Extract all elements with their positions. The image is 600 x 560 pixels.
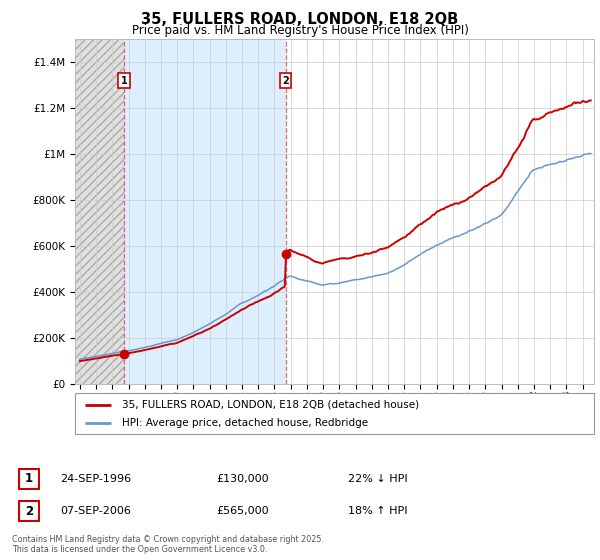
HPI: Average price, detached house, Redbridge: (2.03e+03, 1e+06): Average price, detached house, Redbridge… [586,150,593,157]
35, FULLERS ROAD, LONDON, E18 2QB (detached house) [587,97,595,104]
Line: HPI: Average price, detached house, Redbridge: HPI: Average price, detached house, Redb… [80,153,591,359]
Text: HPI: Average price, detached house, Redbridge: HPI: Average price, detached house, Redb… [122,418,368,428]
35, FULLERS ROAD, LONDON, E18 2QB (detached house) [380,245,387,252]
HPI: Average price, detached house, Redbridge: (2.03e+03, 1e+06): Average price, detached house, Redbridge… [587,150,595,157]
Text: Price paid vs. HM Land Registry's House Price Index (HPI): Price paid vs. HM Land Registry's House … [131,24,469,37]
35, FULLERS ROAD, LONDON, E18 2QB (detached house) [467,193,475,200]
Text: 07-SEP-2006: 07-SEP-2006 [60,506,131,516]
Line: 35, FULLERS ROAD, LONDON, E18 2QB (detached house): 35, FULLERS ROAD, LONDON, E18 2QB (detac… [80,100,591,361]
Text: £565,000: £565,000 [216,506,269,516]
Text: 2: 2 [282,76,289,86]
35, FULLERS ROAD, LONDON, E18 2QB (detached house) [304,254,311,260]
Bar [75,39,124,384]
HPI: Average price, detached house, Redbridge: (2e+03, 1.85e+05): Average price, detached house, Redbridge… [168,338,175,344]
HPI: Average price, detached house, Redbridge: (2.01e+03, 4.56e+05): Average price, detached house, Redbridge… [358,276,365,282]
Text: 18% ↑ HPI: 18% ↑ HPI [348,506,407,516]
Text: Contains HM Land Registry data © Crown copyright and database right 2025.
This d: Contains HM Land Registry data © Crown c… [12,535,324,554]
Text: 1: 1 [121,76,128,86]
Text: 24-SEP-1996: 24-SEP-1996 [60,474,131,484]
HPI: Average price, detached house, Redbridge: (2.02e+03, 6.42e+05): Average price, detached house, Redbridge… [455,233,462,240]
HPI: Average price, detached house, Redbridge: (2.02e+03, 6.67e+05): Average price, detached house, Redbridge… [467,227,475,234]
35, FULLERS ROAD, LONDON, E18 2QB (detached house) [76,358,83,365]
Text: 1: 1 [25,472,33,486]
35, FULLERS ROAD, LONDON, E18 2QB (detached house) [455,200,462,207]
Text: 22% ↓ HPI: 22% ↓ HPI [348,474,407,484]
35, FULLERS ROAD, LONDON, E18 2QB (detached house) [168,340,175,347]
HPI: Average price, detached house, Redbridge: (2.01e+03, 4.76e+05): Average price, detached house, Redbridge… [380,271,387,278]
Bar [124,39,286,384]
Text: 35, FULLERS ROAD, LONDON, E18 2QB: 35, FULLERS ROAD, LONDON, E18 2QB [142,12,458,27]
Text: 35, FULLERS ROAD, LONDON, E18 2QB (detached house): 35, FULLERS ROAD, LONDON, E18 2QB (detac… [122,400,419,409]
HPI: Average price, detached house, Redbridge: (1.99e+03, 1.07e+05): Average price, detached house, Redbridge… [76,356,83,362]
HPI: Average price, detached house, Redbridge: (2.01e+03, 4.47e+05): Average price, detached house, Redbridge… [304,278,311,284]
35, FULLERS ROAD, LONDON, E18 2QB (detached house) [358,252,365,259]
Text: £130,000: £130,000 [216,474,269,484]
Text: 2: 2 [25,505,33,518]
